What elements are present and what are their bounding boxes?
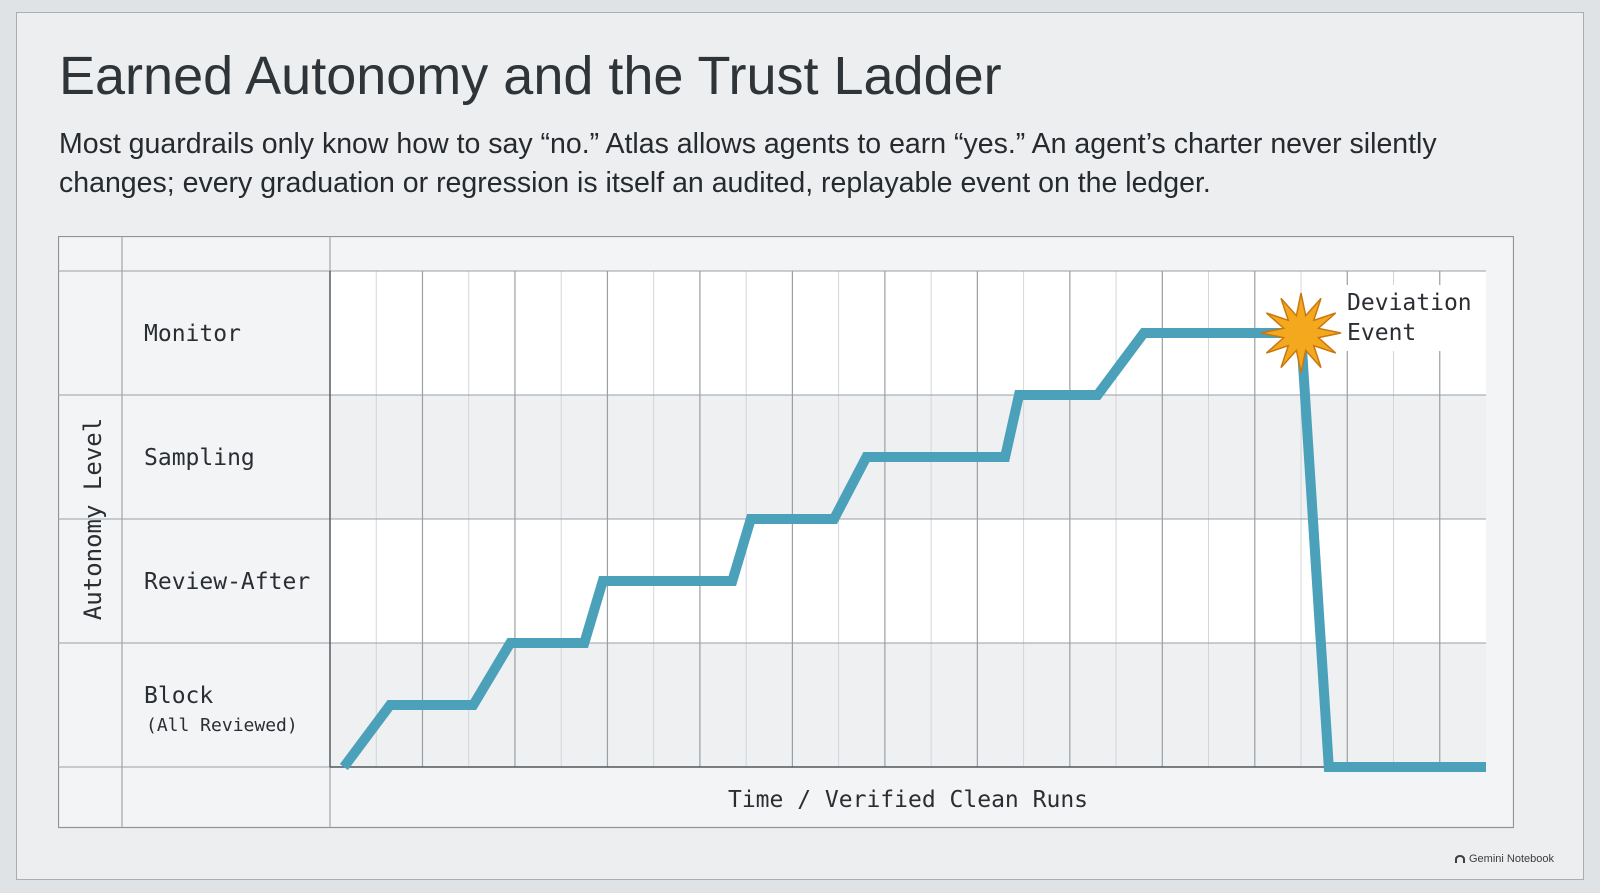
row-band	[330, 643, 1486, 767]
gemini-notebook-icon	[1455, 855, 1465, 863]
trust-ladder-chart: Autonomy Level Block (All Reviewed) Review-…	[58, 236, 1514, 829]
slide-subtitle: Most guardrails only know how to say “no…	[59, 128, 1437, 199]
x-axis-title: Time / Verified Clean Runs	[728, 787, 1088, 813]
watermark-text: Gemini Notebook	[1469, 853, 1554, 865]
y-category-sublabel: (All Reviewed)	[146, 715, 298, 736]
y-category-label: Review-After	[144, 569, 310, 595]
y-category-label: Monitor	[144, 321, 241, 347]
annotation-label: Deviation	[1347, 290, 1472, 316]
slide: Earned Autonomy and the Trust Ladder Mos…	[16, 12, 1584, 880]
row-band	[330, 519, 1486, 643]
trust-level-line	[339, 328, 1486, 772]
annotation-backing	[1345, 285, 1482, 351]
watermark: Gemini Notebook	[1454, 853, 1554, 865]
y-category-label: Sampling	[144, 445, 255, 471]
annotation-label: Event	[1347, 320, 1416, 346]
y-axis-title: Autonomy Level	[79, 418, 107, 620]
y-category-label: Block	[144, 683, 213, 709]
starburst-icon	[1260, 292, 1342, 374]
slide-title: Earned Autonomy and the Trust Ladder	[59, 46, 1002, 106]
